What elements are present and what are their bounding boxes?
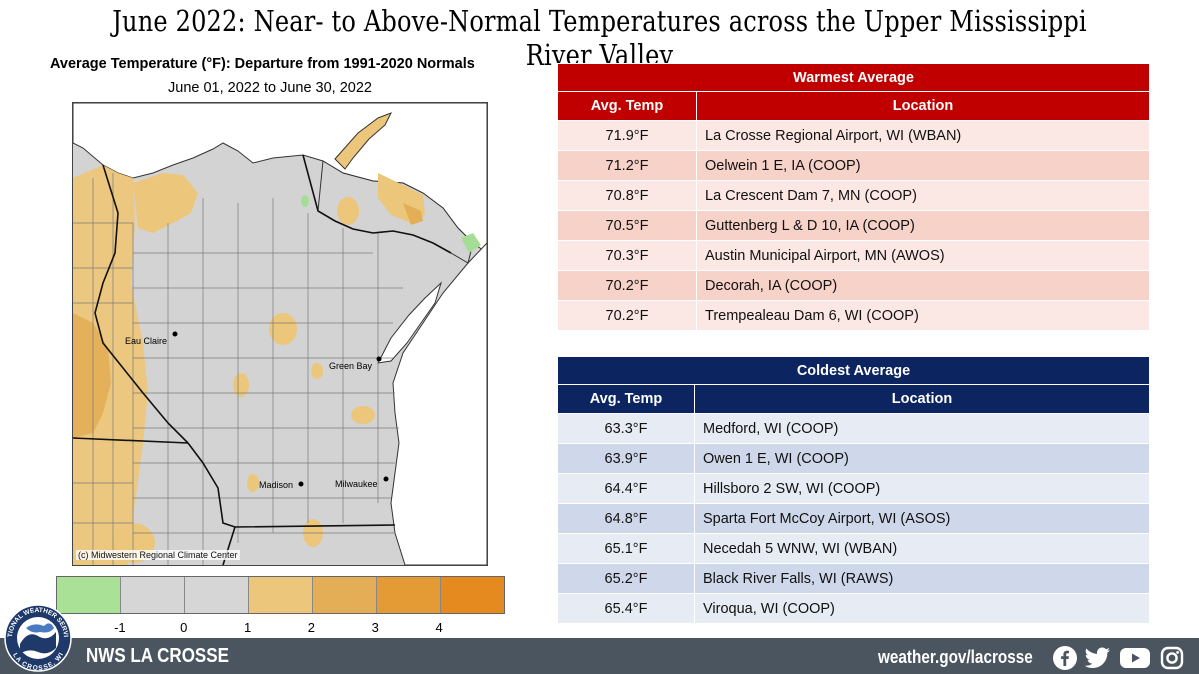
- coldest-average-table: Coldest Average Avg. Temp Location 63.3°…: [557, 356, 1150, 624]
- footer-bar: [0, 638, 1199, 674]
- coldest-table-body: 63.3°F Medford, WI (COOP) 63.9°F Owen 1 E, …: [557, 413, 1150, 624]
- warmest-col-location: Location: [696, 91, 1150, 121]
- keweenaw-peninsula: [334, 112, 393, 170]
- warmest-table-body: 71.9°F La Crosse Regional Airport, WI (WB…: [557, 120, 1150, 331]
- coldest-col-temp: Avg. Temp: [557, 384, 695, 414]
- green-bay-water: [377, 281, 443, 364]
- table-row: 70.5°F Guttenberg L & D 10, IA (COOP): [557, 210, 1150, 241]
- legend-swatch: [57, 577, 121, 613]
- city-label-eau-claire: Eau Claire: [125, 336, 167, 346]
- city-dot-milwaukee: [383, 476, 389, 482]
- table-row: 65.1°F Necedah 5 WNW, WI (WBAN): [557, 533, 1150, 564]
- table-row: 71.9°F La Crosse Regional Airport, WI (WB…: [557, 120, 1150, 151]
- location-cell: La Crescent Dam 7, MN (COOP): [696, 180, 1150, 211]
- nws-logo: NATIONAL WEATHER SERVICE LA CROSSE, WI: [4, 604, 72, 672]
- legend-tick-label: 4: [435, 620, 443, 635]
- location-cell: Necedah 5 WNW, WI (WBAN): [694, 533, 1150, 564]
- youtube-icon[interactable]: [1119, 646, 1151, 670]
- legend-swatch: [185, 577, 249, 613]
- legend-tick-label: 0: [180, 620, 188, 635]
- location-cell: Guttenberg L & D 10, IA (COOP): [696, 210, 1150, 241]
- legend-swatch: [377, 577, 441, 613]
- color-legend: [56, 576, 505, 614]
- avg-temp-cell: 70.5°F: [557, 210, 697, 241]
- legend-tick-label: 1: [243, 620, 252, 635]
- page-title: June 2022: Near- to Above-Normal Tempera…: [112, 4, 1087, 72]
- facebook-icon[interactable]: [1053, 646, 1077, 670]
- city-label-milwaukee: Milwaukee: [335, 479, 378, 489]
- location-cell: Hillsboro 2 SW, WI (COOP): [694, 473, 1150, 504]
- footer-office-name: NWS LA CROSSE: [86, 645, 229, 667]
- table-row: 71.2°F Oelwein 1 E, IA (COOP): [557, 150, 1150, 181]
- table-row: 63.3°F Medford, WI (COOP): [557, 413, 1150, 444]
- table-row: 70.3°F Austin Municipal Airport, MN (AWOS…: [557, 240, 1150, 271]
- avg-temp-cell: 71.2°F: [557, 150, 697, 181]
- location-cell: Medford, WI (COOP): [694, 413, 1150, 444]
- location-cell: Oelwein 1 E, IA (COOP): [696, 150, 1150, 181]
- state-boundaries: [73, 154, 452, 565]
- table-row: 63.9°F Owen 1 E, WI (COOP): [557, 443, 1150, 474]
- map-canvas: Eau Claire Green Bay Madison Milwaukee: [73, 103, 487, 565]
- warmest-average-table: Warmest Average Avg. Temp Location 71.9°…: [557, 63, 1150, 331]
- avg-temp-cell: 65.4°F: [557, 593, 695, 624]
- legend-swatch: [441, 577, 504, 613]
- avg-temp-cell: 64.8°F: [557, 503, 695, 534]
- coldest-col-location: Location: [694, 384, 1150, 414]
- city-label-madison: Madison: [259, 480, 293, 490]
- location-cell: Black River Falls, WI (RAWS): [694, 563, 1150, 594]
- avg-temp-cell: 71.9°F: [557, 120, 697, 151]
- table-row: 70.2°F Decorah, IA (COOP): [557, 270, 1150, 301]
- legend-swatch: [313, 577, 377, 613]
- avg-temp-cell: 64.4°F: [557, 473, 695, 504]
- map-title: Average Temperature (°F): Departure from…: [50, 56, 475, 72]
- map-credit: (c) Midwestern Regional Climate Center: [76, 550, 240, 560]
- city-dot-eau-claire: [172, 331, 178, 337]
- city-dot-madison: [298, 481, 304, 487]
- location-cell: Owen 1 E, WI (COOP): [694, 443, 1150, 474]
- county-boundaries: [73, 173, 403, 565]
- avg-temp-cell: 70.2°F: [557, 300, 697, 331]
- map-date-range: June 01, 2022 to June 30, 2022: [168, 80, 372, 96]
- avg-temp-cell: 65.1°F: [557, 533, 695, 564]
- avg-temp-cell: 63.3°F: [557, 413, 695, 444]
- legend-tick-label: 3: [371, 620, 379, 635]
- footer-website-link[interactable]: weather.gov/lacrosse: [878, 647, 1033, 667]
- twitter-icon[interactable]: [1084, 646, 1112, 670]
- table-row: 70.8°F La Crescent Dam 7, MN (COOP): [557, 180, 1150, 211]
- cool-anomaly-areas: [301, 195, 481, 253]
- legend-swatch: [249, 577, 313, 613]
- legend-swatch: [121, 577, 185, 613]
- avg-temp-cell: 63.9°F: [557, 443, 695, 474]
- city-markers: Eau Claire Green Bay Madison Milwaukee: [125, 331, 389, 490]
- location-cell: Austin Municipal Airport, MN (AWOS): [696, 240, 1150, 271]
- legend-tick-label: -1: [114, 620, 126, 635]
- table-row: 64.4°F Hillsboro 2 SW, WI (COOP): [557, 473, 1150, 504]
- city-label-green-bay: Green Bay: [329, 361, 373, 371]
- location-cell: La Crosse Regional Airport, WI (WBAN): [696, 120, 1150, 151]
- coldest-table-caption: Coldest Average: [557, 356, 1150, 385]
- location-cell: Sparta Fort McCoy Airport, WI (ASOS): [694, 503, 1150, 534]
- table-row: 65.2°F Black River Falls, WI (RAWS): [557, 563, 1150, 594]
- temperature-departure-map: Eau Claire Green Bay Madison Milwaukee: [72, 102, 488, 566]
- location-cell: Viroqua, WI (COOP): [694, 593, 1150, 624]
- city-dot-green-bay: [376, 356, 382, 362]
- table-row: 64.8°F Sparta Fort McCoy Airport, WI (ASO…: [557, 503, 1150, 534]
- avg-temp-cell: 70.3°F: [557, 240, 697, 271]
- table-row: 70.2°F Trempealeau Dam 6, WI (COOP): [557, 300, 1150, 331]
- avg-temp-cell: 70.2°F: [557, 270, 697, 301]
- instagram-icon[interactable]: [1160, 646, 1184, 670]
- location-cell: Trempealeau Dam 6, WI (COOP): [696, 300, 1150, 331]
- warmest-table-caption: Warmest Average: [557, 63, 1150, 92]
- location-cell: Decorah, IA (COOP): [696, 270, 1150, 301]
- avg-temp-cell: 65.2°F: [557, 563, 695, 594]
- avg-temp-cell: 70.8°F: [557, 180, 697, 211]
- legend-tick-label: 2: [307, 620, 316, 635]
- table-row: 65.4°F Viroqua, WI (COOP): [557, 593, 1150, 624]
- warmest-col-temp: Avg. Temp: [557, 91, 697, 121]
